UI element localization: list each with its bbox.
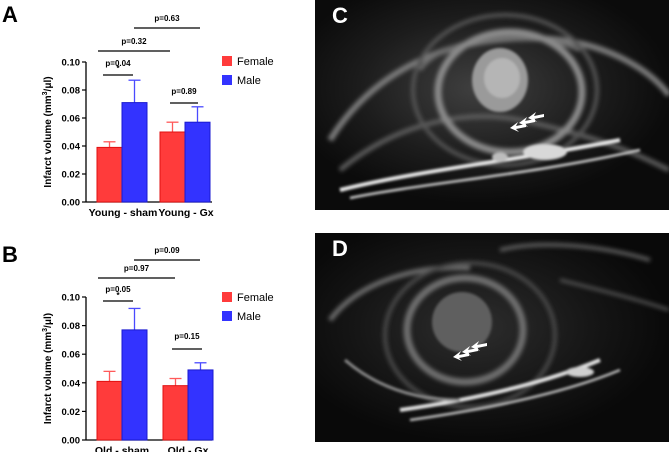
y-tick-label: 0.10 bbox=[62, 293, 81, 304]
p-value-label: p=0.15 bbox=[174, 332, 200, 341]
p-value-label: p=0.32 bbox=[121, 37, 147, 46]
arrow-icon bbox=[510, 112, 544, 132]
legend-label-female: Female bbox=[237, 56, 274, 68]
legend-swatch-male bbox=[222, 75, 232, 85]
legend-label-female: Female bbox=[237, 292, 274, 304]
legend-swatch-female bbox=[222, 292, 232, 302]
bar-female bbox=[96, 146, 123, 203]
p-value-label: p=0.63 bbox=[154, 14, 180, 23]
panel-letter-d: D bbox=[332, 236, 348, 261]
p-value-label: p=0.89 bbox=[171, 87, 197, 96]
bar-female bbox=[96, 380, 123, 441]
category-label: Old - sham bbox=[95, 445, 149, 452]
panel-letter-c: C bbox=[332, 3, 348, 28]
legend-swatch-female bbox=[222, 56, 232, 66]
y-tick-label: 0.02 bbox=[62, 407, 81, 418]
category-label: Young - sham bbox=[89, 207, 158, 219]
y-tick-label: 0.10 bbox=[62, 58, 81, 69]
bar-male bbox=[121, 329, 148, 441]
p-value-label: p=0.97 bbox=[124, 264, 150, 273]
y-tick-label: 0.02 bbox=[62, 170, 81, 181]
legend-label-male: Male bbox=[237, 311, 261, 323]
arrow-icon bbox=[453, 341, 487, 361]
y-tick-label: 0.00 bbox=[62, 436, 81, 447]
legend-swatch-male bbox=[222, 311, 232, 321]
bar-male bbox=[187, 369, 214, 441]
y-tick-label: 0.04 bbox=[62, 142, 81, 153]
y-tick-label: 0.06 bbox=[62, 350, 81, 361]
y-tick-label: 0.06 bbox=[62, 114, 81, 125]
legend-label-male: Male bbox=[237, 75, 261, 87]
panel-letter-b: B bbox=[2, 242, 18, 267]
category-label: Old - Gx bbox=[168, 445, 209, 452]
y-tick-label: 0.04 bbox=[62, 378, 81, 389]
y-axis-label: Infarct volume (mm3/μl) bbox=[42, 313, 54, 424]
mri-image-c bbox=[315, 0, 669, 210]
bar-female bbox=[162, 385, 189, 441]
mri-image-d bbox=[315, 233, 669, 442]
panel-letter-a: A bbox=[2, 2, 18, 27]
chart-panel-a: 0.00 0.02 0.04 0.06 0.08 0.10 Infarct volume (… bbox=[42, 14, 274, 219]
y-tick-label: 0.08 bbox=[62, 321, 81, 332]
bar-female bbox=[159, 131, 186, 203]
bar-male bbox=[184, 121, 211, 203]
chart-panel-b: 0.00 0.02 0.04 0.06 0.08 0.10 Infarct volume (… bbox=[42, 246, 274, 452]
p-value-label: p=0.05 bbox=[105, 285, 131, 294]
significance-star: * bbox=[116, 291, 120, 300]
significance-star: * bbox=[116, 64, 120, 73]
y-axis-label: Infarct volume (mm3/μl) bbox=[42, 76, 54, 187]
p-value-label: p=0.04 bbox=[105, 59, 131, 68]
bar-male bbox=[121, 102, 148, 203]
y-tick-label: 0.08 bbox=[62, 86, 81, 97]
category-label: Young - Gx bbox=[158, 207, 213, 219]
p-value-label: p=0.09 bbox=[154, 246, 180, 255]
y-tick-label: 0.00 bbox=[62, 198, 81, 209]
